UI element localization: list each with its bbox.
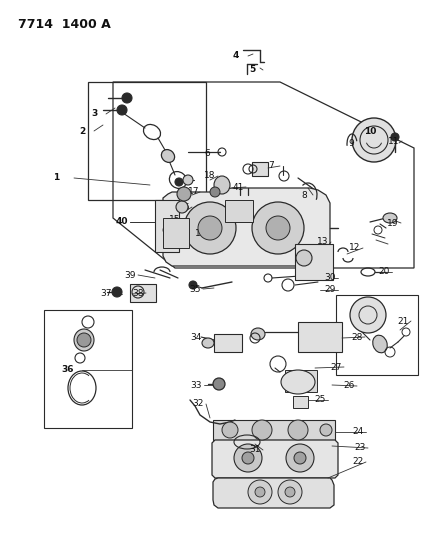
Bar: [285, 370, 317, 392]
Text: 4: 4: [233, 52, 239, 61]
Circle shape: [77, 333, 91, 347]
Text: 16: 16: [179, 203, 191, 212]
Text: 18: 18: [204, 172, 216, 181]
Circle shape: [112, 287, 122, 297]
Circle shape: [189, 281, 197, 289]
Text: 26: 26: [343, 382, 355, 391]
Circle shape: [350, 297, 386, 333]
Text: 31: 31: [249, 446, 261, 455]
Text: 32: 32: [192, 400, 204, 408]
Text: 2: 2: [79, 126, 85, 135]
Text: 25: 25: [314, 395, 326, 405]
Bar: [225, 200, 253, 222]
Circle shape: [213, 378, 225, 390]
Circle shape: [234, 444, 262, 472]
Text: 1: 1: [53, 174, 59, 182]
Ellipse shape: [251, 328, 265, 340]
Bar: [298, 322, 342, 352]
Circle shape: [117, 105, 127, 115]
Text: 12: 12: [349, 244, 361, 253]
Ellipse shape: [281, 370, 315, 394]
Circle shape: [184, 202, 236, 254]
Text: 7: 7: [268, 161, 274, 171]
Polygon shape: [163, 188, 330, 266]
Circle shape: [352, 118, 396, 162]
Circle shape: [252, 202, 304, 254]
Polygon shape: [212, 440, 338, 478]
Bar: [252, 162, 268, 176]
Circle shape: [255, 487, 265, 497]
Text: 13: 13: [317, 238, 329, 246]
Circle shape: [176, 201, 188, 213]
Circle shape: [296, 250, 312, 266]
Text: 8: 8: [301, 190, 307, 199]
Text: 11: 11: [388, 136, 400, 146]
Ellipse shape: [383, 213, 397, 223]
Bar: [293, 396, 308, 408]
Circle shape: [391, 133, 399, 141]
Bar: [155, 200, 179, 252]
Circle shape: [198, 216, 222, 240]
Text: 23: 23: [354, 443, 366, 453]
Text: 27: 27: [330, 362, 342, 372]
Circle shape: [294, 452, 306, 464]
Circle shape: [266, 216, 290, 240]
Text: 9: 9: [348, 139, 354, 148]
Ellipse shape: [373, 335, 387, 353]
Text: 33: 33: [190, 381, 202, 390]
Polygon shape: [213, 478, 334, 508]
Text: 38: 38: [132, 288, 144, 297]
Text: 15: 15: [169, 215, 181, 224]
Bar: [88, 82, 206, 200]
Circle shape: [183, 175, 193, 185]
Text: 40: 40: [116, 217, 128, 227]
Text: 3: 3: [92, 109, 98, 118]
Bar: [214, 334, 242, 352]
Text: 7714  1400 A: 7714 1400 A: [18, 18, 111, 31]
Text: 35: 35: [189, 285, 201, 294]
Circle shape: [285, 487, 295, 497]
Text: 21: 21: [397, 317, 409, 326]
Circle shape: [210, 187, 220, 197]
Bar: [213, 420, 335, 440]
Text: 10: 10: [364, 126, 376, 135]
Circle shape: [278, 480, 302, 504]
Text: 34: 34: [190, 334, 202, 343]
Bar: [336, 295, 418, 375]
Bar: [130, 284, 156, 302]
Text: 20: 20: [378, 268, 389, 277]
Bar: [163, 218, 189, 248]
Text: 6: 6: [204, 149, 210, 158]
Text: 5: 5: [249, 66, 255, 75]
Text: 37: 37: [100, 289, 112, 298]
Circle shape: [122, 93, 132, 103]
Text: 41: 41: [232, 182, 244, 191]
Circle shape: [222, 422, 238, 438]
Circle shape: [248, 480, 272, 504]
Text: 19: 19: [387, 219, 399, 228]
Circle shape: [320, 424, 332, 436]
Text: 22: 22: [352, 457, 364, 466]
Circle shape: [177, 187, 191, 201]
Text: 39: 39: [124, 271, 136, 279]
Ellipse shape: [74, 329, 94, 351]
Circle shape: [286, 444, 314, 472]
Circle shape: [242, 452, 254, 464]
Circle shape: [175, 178, 183, 186]
Text: 36: 36: [62, 366, 74, 375]
Circle shape: [288, 420, 308, 440]
Circle shape: [252, 420, 272, 440]
Ellipse shape: [202, 338, 214, 348]
Text: 14: 14: [195, 230, 207, 238]
Ellipse shape: [161, 150, 175, 163]
Text: 29: 29: [324, 286, 336, 295]
Text: 24: 24: [352, 427, 364, 437]
Text: 17: 17: [188, 188, 200, 197]
Bar: [295, 244, 333, 280]
Text: 30: 30: [324, 273, 336, 282]
Ellipse shape: [214, 176, 230, 194]
Bar: [44, 310, 132, 428]
Text: 28: 28: [351, 333, 363, 342]
